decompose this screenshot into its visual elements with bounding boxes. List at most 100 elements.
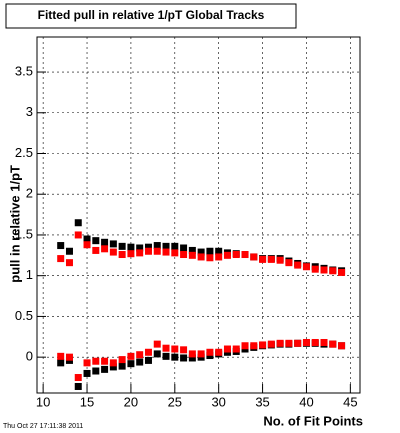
marker (206, 247, 214, 255)
marker (311, 265, 319, 273)
marker (171, 242, 179, 250)
marker (65, 259, 73, 267)
x-tick-label: 35 (255, 394, 269, 409)
marker (180, 354, 188, 362)
x-tick-label: 40 (299, 394, 313, 409)
marker (144, 247, 152, 255)
marker (267, 255, 275, 263)
y-tick-label: 2.5 (15, 145, 33, 160)
marker (162, 344, 170, 352)
marker (294, 261, 302, 269)
x-tick-label: 45 (343, 394, 357, 409)
marker (171, 353, 179, 361)
marker (74, 231, 82, 239)
marker (223, 251, 231, 259)
marker (109, 248, 117, 256)
marker (171, 249, 179, 257)
marker (118, 242, 126, 250)
marker (57, 359, 65, 367)
y-tick-label: 2 (26, 186, 33, 201)
marker (206, 254, 214, 262)
marker (285, 339, 293, 347)
marker (83, 359, 91, 367)
marker (83, 235, 91, 243)
marker (118, 251, 126, 259)
marker (74, 219, 82, 227)
marker (215, 253, 223, 261)
marker (57, 255, 65, 263)
marker (329, 340, 337, 348)
marker (136, 358, 144, 366)
marker (101, 245, 109, 253)
marker (101, 365, 109, 373)
marker (250, 342, 258, 350)
y-tick-label: 0.5 (15, 308, 33, 323)
x-tick-label: 10 (36, 394, 50, 409)
marker (188, 251, 196, 259)
marker (162, 248, 170, 256)
marker (144, 356, 152, 364)
marker (74, 382, 82, 390)
marker (188, 354, 196, 362)
marker (338, 268, 346, 276)
marker (276, 256, 284, 264)
marker (259, 255, 267, 263)
x-axis-label: No. of Fit Points (263, 413, 363, 428)
marker (109, 240, 117, 248)
marker (285, 259, 293, 267)
marker (83, 369, 91, 377)
marker (144, 348, 152, 356)
marker (294, 339, 302, 347)
marker (171, 345, 179, 353)
marker (267, 340, 275, 348)
marker (74, 374, 82, 382)
marker (83, 241, 91, 249)
marker (302, 338, 310, 346)
marker (136, 351, 144, 359)
marker (101, 238, 109, 246)
x-tick-label: 25 (168, 394, 182, 409)
marker (197, 248, 205, 256)
marker (153, 350, 161, 358)
marker (215, 348, 223, 356)
x-tick-label: 15 (80, 394, 94, 409)
y-tick-label: 3.5 (15, 63, 33, 78)
marker (118, 356, 126, 364)
y-tick-label: 1 (26, 267, 33, 282)
marker (241, 251, 249, 259)
marker (206, 348, 214, 356)
marker (153, 242, 161, 250)
marker (118, 362, 126, 370)
x-tick-label: 30 (211, 394, 225, 409)
marker (127, 352, 135, 360)
marker (92, 357, 100, 365)
y-tick-label: 0 (26, 349, 33, 364)
marker (180, 251, 188, 259)
marker (136, 244, 144, 252)
title-box (5, 3, 297, 29)
marker (65, 247, 73, 255)
marker (57, 352, 65, 360)
marker (144, 243, 152, 251)
y-tick-label: 1.5 (15, 226, 33, 241)
marker (215, 247, 223, 255)
marker (109, 363, 117, 371)
y-tick-label: 3 (26, 104, 33, 119)
marker (57, 242, 65, 250)
marker (109, 359, 117, 367)
marker (276, 339, 284, 347)
marker (92, 237, 100, 245)
marker (127, 243, 135, 251)
marker (223, 345, 231, 353)
marker (153, 340, 161, 348)
marker (162, 352, 170, 360)
marker (180, 244, 188, 252)
marker (92, 367, 100, 375)
marker (153, 247, 161, 255)
marker (101, 357, 109, 365)
marker (338, 342, 346, 350)
marker (92, 246, 100, 254)
marker (197, 253, 205, 261)
